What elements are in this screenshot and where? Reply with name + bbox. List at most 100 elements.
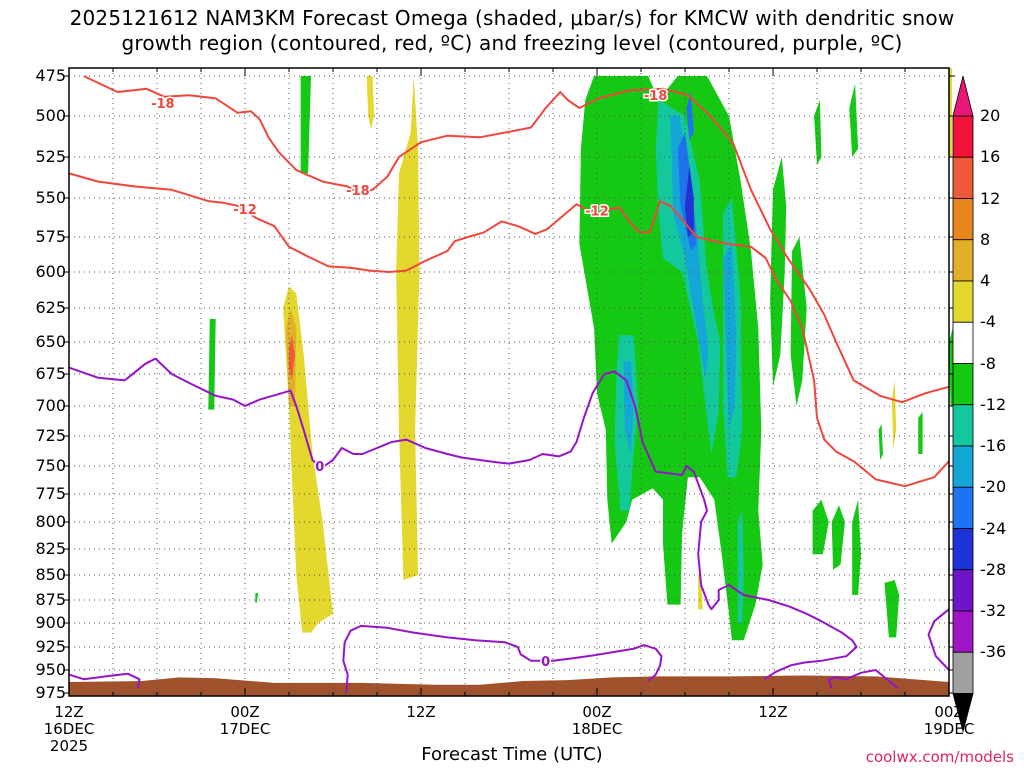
- x-tick-label: 00Z 17DEC: [219, 703, 271, 738]
- y-tick-label: 475: [35, 66, 66, 85]
- colorbar-label: -8: [980, 353, 996, 373]
- colorbar-label: -20: [980, 477, 1007, 497]
- omega-region: [723, 244, 737, 430]
- colorbar-swatch: [952, 115, 974, 158]
- freezing-contour-line: [68, 357, 858, 681]
- colorbar-swatch: [952, 651, 974, 694]
- y-tick-label: 700: [35, 396, 66, 415]
- plot-frame: [68, 67, 950, 697]
- y-tick-label: 825: [35, 539, 66, 558]
- omega-region: [366, 76, 375, 130]
- y-tick-label: 800: [35, 512, 66, 531]
- freezing-contour-line: [68, 672, 141, 689]
- dgz-contour-line: [687, 94, 950, 404]
- colorbar: [952, 75, 974, 734]
- colorbar-label: -16: [980, 436, 1007, 455]
- colorbar-label: 12: [980, 188, 1001, 208]
- omega-region: [283, 286, 333, 633]
- colorbar-label: 16: [980, 147, 1001, 167]
- colorbar-label: 4: [980, 271, 991, 290]
- x-tick-label: 12Z 16DEC 2025: [43, 703, 95, 755]
- terrain-area: [69, 675, 949, 696]
- colorbar-swatch: [952, 569, 974, 612]
- omega-region: [289, 335, 295, 381]
- freezing-contour-line: [827, 669, 899, 690]
- contour-label: 0: [541, 655, 550, 670]
- freezing-contour-line: [927, 608, 950, 671]
- y-tick-label: 850: [35, 565, 66, 584]
- colorbar-swatch: [952, 486, 974, 529]
- colorbar-swatch: [952, 363, 974, 406]
- omega-region: [685, 165, 694, 237]
- colorbar-label: -32: [980, 601, 1007, 620]
- y-tick-label: 725: [35, 426, 66, 445]
- omega-region: [770, 157, 787, 387]
- y-tick-label: 925: [35, 637, 66, 656]
- colorbar-swatch: [952, 239, 974, 282]
- terrain-fill: [69, 675, 949, 696]
- colorbar-swatch: [952, 280, 974, 323]
- colorbar-top-arrow: [952, 75, 974, 117]
- x-tick-label: 00Z 18DEC: [571, 703, 623, 738]
- omega-region: [623, 361, 634, 454]
- y-tick-label: 500: [35, 106, 66, 125]
- x-axis-label: Forecast Time (UTC): [421, 744, 603, 765]
- chart-title-line1: 2025121612 NAM3KM Forecast Omega (shaded…: [69, 6, 955, 30]
- colorbar-label: -28: [980, 559, 1007, 579]
- contour-label: -12: [585, 204, 609, 219]
- omega-region: [918, 412, 923, 454]
- colorbar-label: -24: [980, 518, 1007, 538]
- x-tick-label: 12Z: [406, 703, 436, 721]
- omega-region: [849, 84, 859, 157]
- colorbar-label: -12: [980, 394, 1007, 414]
- colorbar-swatch: [952, 528, 974, 571]
- y-tick-label: 550: [35, 188, 66, 207]
- x-tick-label: 00Z 19DEC: [923, 703, 975, 738]
- dendritic-growth-contours: [68, 75, 950, 488]
- y-tick-label: 775: [35, 484, 66, 503]
- freezing-level-contours: [68, 357, 950, 694]
- contour-label: -18: [346, 184, 370, 199]
- colorbar-label: 8: [980, 229, 991, 249]
- contour-label: -12: [233, 203, 257, 218]
- omega-region: [686, 92, 694, 141]
- colorbar-bottom-arrow: [952, 693, 974, 734]
- omega-region: [812, 499, 829, 555]
- contour-label: -18: [151, 97, 175, 112]
- y-tick-label: 650: [35, 332, 66, 351]
- omega-shading: [208, 68, 957, 641]
- omega-region: [396, 76, 420, 580]
- dgz-contour-line: [68, 172, 950, 488]
- omega-region: [878, 424, 883, 460]
- colorbar-label: -36: [980, 642, 1007, 662]
- contour-label: 0: [315, 460, 324, 475]
- chart-title-line2: growth region (contoured, red, ºC) and f…: [121, 31, 903, 55]
- omega-region: [255, 593, 259, 603]
- colorbar-swatch: [952, 445, 974, 488]
- x-tick-label: 12Z: [758, 703, 788, 721]
- y-tick-label: 625: [35, 298, 66, 317]
- colorbar-swatch: [952, 610, 974, 653]
- y-tick-label: 575: [35, 227, 66, 246]
- y-tick-label: 750: [35, 456, 66, 475]
- omega-region: [891, 380, 897, 448]
- contour-labels: -18 -18 -18 -12 -12 0 0: [150, 88, 669, 672]
- colorbar-swatch: [952, 156, 974, 199]
- omega-region: [698, 569, 703, 610]
- colorbar-swatch: [952, 404, 974, 447]
- omega-region: [300, 76, 311, 174]
- y-tick-label: 525: [35, 147, 66, 166]
- contour-label: -18: [644, 89, 668, 104]
- dgz-contour-line: [83, 75, 689, 195]
- omega-region: [884, 580, 900, 638]
- omega-region: [852, 499, 861, 595]
- credit-text: coolwx.com/models: [865, 748, 1014, 766]
- y-tick-label: 675: [35, 364, 66, 383]
- omega-region: [831, 505, 845, 570]
- y-tick-label: 975: [35, 683, 66, 702]
- colorbar-label: 20: [980, 106, 1001, 125]
- omega-region: [208, 318, 216, 410]
- grid-lines: [63, 68, 955, 696]
- y-tick-label: 950: [35, 660, 66, 679]
